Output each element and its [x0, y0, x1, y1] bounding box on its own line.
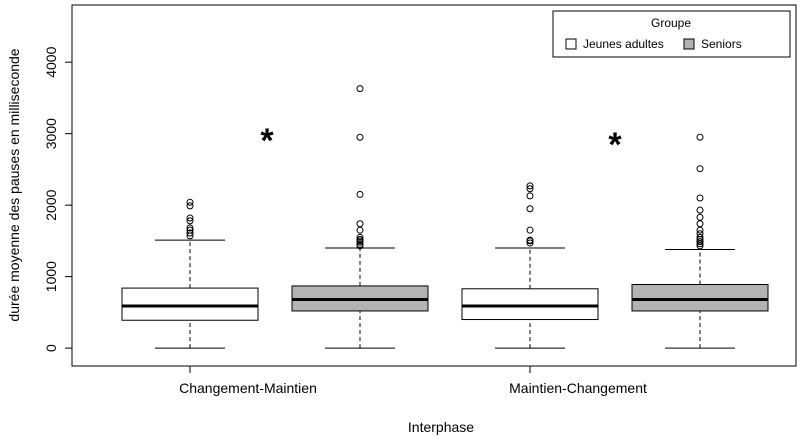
outlier-point [526, 205, 534, 213]
outlier-point [526, 192, 534, 200]
x-axis-title: Interphase [408, 419, 474, 435]
legend-title: Groupe [651, 16, 691, 30]
outlier-point [186, 224, 194, 232]
box-seniors-1 [291, 85, 429, 349]
outlier-point [356, 220, 364, 228]
outlier-point [186, 198, 194, 206]
x-tick-label-1: Changement-Maintien [179, 380, 317, 396]
outlier-point [526, 185, 534, 193]
y-axis: 0 1000 2000 3000 4000 [43, 46, 73, 352]
outlier-point [356, 235, 364, 243]
outlier-point [356, 240, 364, 248]
legend-label-seniors: Seniors [701, 37, 742, 51]
y-tick-label-3: 3000 [43, 118, 59, 149]
outlier-point [526, 226, 534, 234]
outlier-point [356, 190, 364, 198]
y-tick-label-4: 4000 [43, 46, 59, 77]
y-tick-label-1: 1000 [43, 261, 59, 292]
outlier-point [186, 214, 194, 222]
box-jeunes-adultes-2 [461, 182, 599, 349]
outlier-point [526, 182, 534, 190]
iqr-box [121, 287, 259, 321]
outlier-point [696, 226, 704, 234]
outlier-point [356, 233, 364, 241]
significance-marker-1: * [260, 122, 274, 160]
legend: Groupe Jeunes adultes Seniors [552, 10, 791, 58]
outlier-point [696, 165, 704, 173]
legend-swatch-seniors [683, 38, 695, 50]
legend-label-jeunes-adultes: Jeunes adultes [583, 37, 664, 51]
outlier-point [186, 202, 194, 210]
outlier-point [526, 239, 534, 247]
y-tick-label-2: 2000 [43, 189, 59, 220]
outlier-point [696, 220, 704, 228]
legend-swatch-jeunes-adultes [565, 38, 577, 50]
x-axis: Changement-Maintien Maintien-Changement [179, 365, 647, 396]
y-tick-label-0: 0 [43, 344, 59, 352]
outlier-point [696, 206, 704, 214]
box-jeunes-adultes-1 [121, 198, 259, 349]
y-axis-title: durée moyenne des pauses en milliseconde [6, 48, 22, 321]
significance-marker-2: * [608, 126, 622, 164]
outlier-point [186, 226, 194, 234]
outlier-point [696, 238, 704, 246]
x-tick-label-2: Maintien-Changement [509, 380, 647, 396]
outlier-point [696, 213, 704, 221]
legend-frame [552, 10, 791, 58]
iqr-box [631, 284, 769, 312]
boxes-layer [121, 85, 769, 349]
outlier-point [356, 226, 364, 234]
outlier-point [186, 217, 194, 225]
outlier-point [696, 133, 704, 141]
outlier-point [526, 236, 534, 244]
outlier-point [696, 230, 704, 238]
outlier-point [186, 229, 194, 237]
box-seniors-2 [631, 133, 769, 349]
iqr-box [461, 288, 599, 321]
outlier-point [696, 233, 704, 241]
outlier-point [696, 194, 704, 202]
outlier-point [356, 85, 364, 93]
outlier-point [356, 133, 364, 141]
